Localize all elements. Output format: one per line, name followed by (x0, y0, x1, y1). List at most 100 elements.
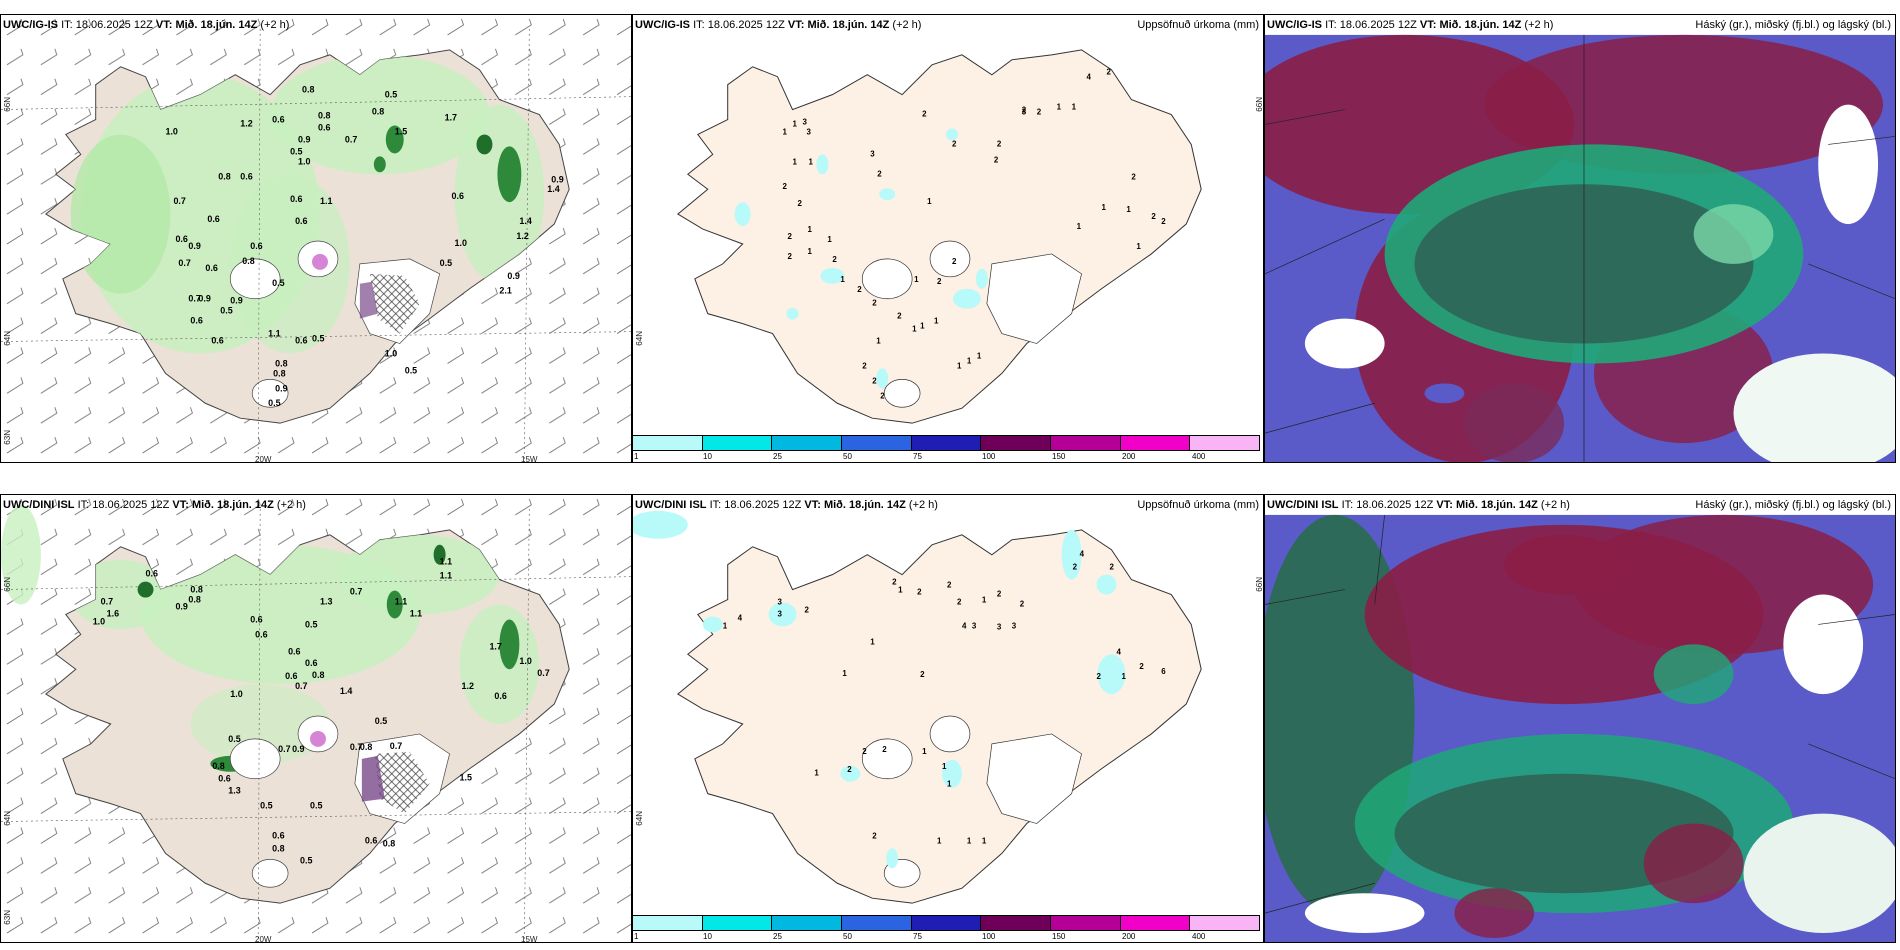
precip-value: 2 (1139, 662, 1144, 671)
precip-value: 0.9 (230, 296, 242, 306)
init-time: 18.06.2025 12Z (1356, 499, 1434, 511)
precip-value: 2 (1161, 217, 1166, 226)
precip-value: 1 (898, 586, 903, 595)
panel-top-left-wind-precip: UWC/IG-IS IT: 18.06.2025 12Z VT: Mið. 18… (0, 14, 632, 463)
precip-value: 0.7 (390, 741, 402, 751)
colorbar-segment (1190, 916, 1260, 930)
precip-value: 4 (1116, 647, 1121, 656)
precip-value: 2 (1022, 106, 1027, 115)
model-name: UWC/DINI ISL (635, 499, 707, 511)
panel-header: UWC/DINI ISL IT: 18.06.2025 12Z VT: Mið.… (3, 499, 306, 511)
precip-value: 0.9 (198, 294, 210, 304)
precip-value: 1.0 (165, 126, 177, 136)
panel-header: UWC/IG-IS IT: 18.06.2025 12Z VT: Mið. 18… (635, 19, 922, 31)
precip-value: 2 (922, 110, 927, 119)
precip-value: 0.6 (218, 774, 230, 784)
precip-value: 1.3 (320, 597, 332, 607)
precip-value: 1 (1072, 103, 1077, 112)
precip-value: 0.9 (551, 174, 563, 184)
panel-header: UWC/IG-IS IT: 18.06.2025 12Z VT: Mið. 18… (1267, 19, 1554, 31)
precip-value: 2 (872, 831, 877, 840)
colorbar-segment (702, 436, 773, 450)
precip-value: 0.5 (220, 306, 232, 316)
precip-value: 0.5 (228, 734, 240, 744)
precip-value: 0.5 (312, 334, 324, 344)
precip-value: 0.9 (507, 271, 519, 281)
precip-value: 2 (997, 139, 1002, 148)
precip-value: 0.7 (173, 196, 185, 206)
precip-value: 0.8 (212, 761, 224, 771)
precip-value: 1 (937, 836, 942, 845)
precip-value: 2 (1020, 600, 1025, 609)
precip-value: 2 (937, 277, 942, 286)
valid-time: Mið. 18.jún. 14Z (175, 19, 258, 31)
precip-value: 0.8 (190, 585, 202, 595)
precip-value: 1 (792, 120, 797, 129)
model-name: UWC/IG-IS (3, 19, 58, 31)
colorbar-segment (981, 436, 1052, 450)
precip-value: 1.0 (385, 348, 397, 358)
colorbar-label: 200 (1122, 452, 1136, 461)
colorbar-segment (1120, 436, 1191, 450)
precip-values: 2 1 2 3 3 4 1 2 2 2 1 2 2 3 3 2 4 2 4 6 … (723, 550, 1167, 846)
iceland-landmass (676, 529, 1202, 904)
panel-header: UWC/DINI ISL IT: 18.06.2025 12Z VT: Mið.… (1267, 499, 1570, 511)
precip-value: 0.8 (272, 843, 284, 853)
precip-value: 0.6 (272, 115, 284, 125)
lat-label-64n: 64N (3, 811, 12, 826)
colorbar-segment (1051, 916, 1121, 930)
init-time: 18.06.2025 12Z (75, 19, 153, 31)
precip-value: 1 (842, 669, 847, 678)
lat-label-63n: 63N (3, 430, 12, 445)
precip-value: 1 (807, 225, 812, 234)
precip-value: 4 (738, 613, 743, 622)
panel-top-middle-accum-precip: UWC/IG-IS IT: 18.06.2025 12Z VT: Mið. 18… (632, 14, 1264, 463)
precip-value: 0.9 (175, 601, 187, 611)
precip-value: 0.5 (405, 365, 417, 375)
precip-value: 2 (1037, 108, 1042, 117)
colorbar-label: 200 (1122, 932, 1136, 941)
precip-value: 0.6 (190, 316, 202, 326)
lat-label-63n: 63N (3, 910, 12, 925)
precip-value: 3 (802, 118, 807, 127)
lat-label-64n: 64N (3, 331, 12, 346)
precip-value: 2 (832, 255, 837, 264)
panel-bottom-right-cloud-cover: UWC/DINI ISL IT: 18.06.2025 12Z VT: Mið.… (1264, 494, 1896, 943)
graticule (1, 28, 631, 462)
precip-value: 0.5 (385, 90, 397, 100)
precip-value: 0.6 (250, 614, 262, 624)
init-time: 18.06.2025 12Z (707, 19, 785, 31)
precip-values: 0.7 0.6 0.8 0.9 1.6 1.0 0.6 1.3 0.5 0.6 … (93, 557, 550, 866)
precip-value: 0.6 (288, 646, 300, 656)
precip-value: 1.1 (440, 571, 452, 581)
precip-value: 1.0 (298, 156, 310, 166)
precip-value: 0.6 (295, 216, 307, 226)
panel-top-right-cloud-cover: UWC/IG-IS IT: 18.06.2025 12Z VT: Mið. 18… (1264, 14, 1896, 463)
precip-value: 1 (947, 780, 952, 789)
precip-field (702, 529, 1126, 869)
colorbar-segment (1190, 436, 1260, 450)
precip-value: 0.6 (494, 691, 506, 701)
lat-label-66n: 66N (1255, 97, 1264, 112)
colorbar-label: 100 (982, 452, 996, 461)
model-name: UWC/IG-IS (1267, 19, 1322, 31)
precip-value: 0.8 (242, 256, 254, 266)
precip-value: 1 (1121, 672, 1126, 681)
colorbar-segment (633, 436, 703, 450)
glaciers (229, 240, 441, 408)
precip-value: 0.8 (360, 742, 372, 752)
precip-value: 1 (807, 247, 812, 256)
colorbar-segment (981, 916, 1052, 930)
precip-value: 3 (972, 621, 977, 630)
precip-value: 0.8 (383, 838, 395, 848)
colorbar-label: 100 (982, 932, 996, 941)
precip-value: 2 (1109, 563, 1114, 572)
glaciers (229, 715, 450, 888)
precip-field (734, 128, 988, 389)
precip-value: 2 (897, 312, 902, 321)
init-time: 18.06.2025 12Z (1339, 19, 1417, 31)
valid-time: Mið. 18.jún. 14Z (1439, 19, 1522, 31)
precip-value: 2 (952, 139, 957, 148)
colorbar-segment (842, 916, 912, 930)
precip-value: 1 (922, 747, 927, 756)
